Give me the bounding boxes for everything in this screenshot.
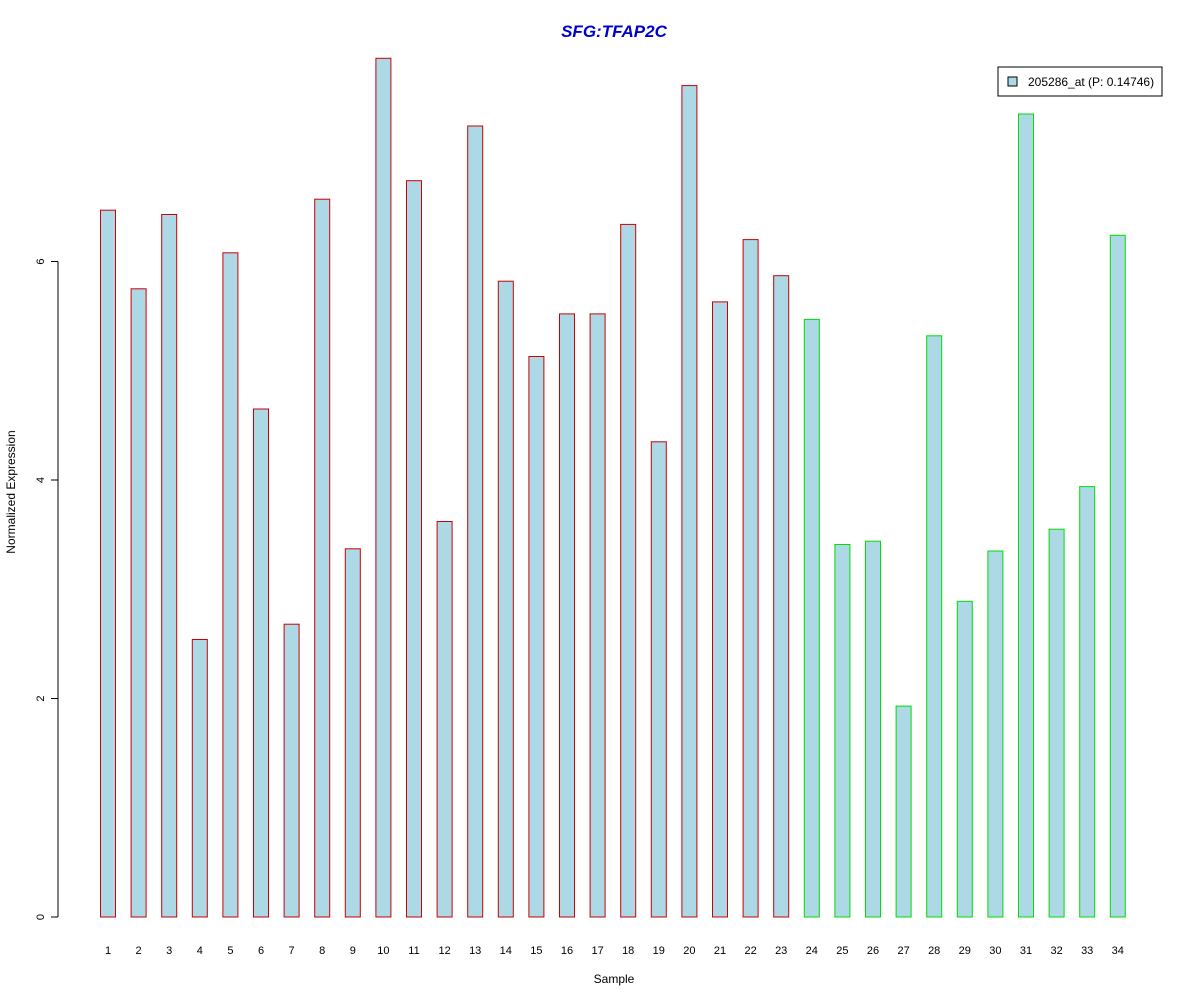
- bar-sample-25: [834, 544, 851, 918]
- x-tick-label: 29: [959, 945, 971, 957]
- x-tick-label: 22: [744, 945, 756, 957]
- x-tick-label: 23: [775, 945, 787, 957]
- chart-title: SFG:TFAP2C: [561, 22, 668, 41]
- bar-sample-29: [956, 600, 973, 918]
- y-axis: 0 2 4 6: [35, 258, 59, 920]
- legend: 205286_at (P: 0.14746): [997, 66, 1163, 97]
- x-tick-label: 24: [806, 945, 818, 957]
- bar-sample-30: [987, 550, 1004, 918]
- y-tick-label: 4: [35, 477, 47, 483]
- bar-sample-33: [1079, 486, 1096, 918]
- x-axis-label: Sample: [594, 972, 635, 986]
- x-tick-label: 26: [867, 945, 879, 957]
- bar-sample-2: [130, 288, 147, 918]
- bar-sample-27: [895, 705, 912, 918]
- bar-sample-9: [344, 548, 361, 918]
- x-tick-label: 16: [561, 945, 573, 957]
- bar-sample-18: [620, 223, 637, 918]
- bar-sample-20: [681, 85, 698, 918]
- bar-sample-34: [1109, 234, 1126, 918]
- bar-sample-10: [375, 57, 392, 918]
- x-tick-label: 33: [1081, 945, 1093, 957]
- bar-sample-6: [253, 408, 269, 918]
- bar-sample-31: [1018, 113, 1034, 918]
- x-tick-label: 6: [258, 945, 264, 957]
- x-tick-label: 4: [197, 945, 203, 957]
- x-tick-label: 5: [227, 945, 233, 957]
- x-tick-label: 18: [622, 945, 634, 957]
- x-tick-label: 32: [1050, 945, 1062, 957]
- x-tick-label: 12: [438, 945, 450, 957]
- x-tick-label: 27: [897, 945, 909, 957]
- bar-sample-1: [100, 209, 116, 918]
- x-tick-label: 2: [136, 945, 142, 957]
- x-tick-label: 28: [928, 945, 940, 957]
- x-tick-label: 30: [989, 945, 1001, 957]
- legend-entry-label: 205286_at (P: 0.14746): [1028, 75, 1154, 89]
- bar-sample-3: [161, 214, 178, 918]
- x-tick-label: 25: [836, 945, 848, 957]
- x-tick-label: 8: [319, 945, 325, 957]
- bar-sample-14: [497, 280, 514, 918]
- legend-box: [997, 66, 1163, 97]
- bar-sample-22: [742, 239, 759, 918]
- bar-sample-11: [406, 180, 422, 918]
- bar-sample-15: [528, 356, 545, 918]
- bar-sample-12: [436, 521, 453, 918]
- bar-sample-8: [314, 198, 331, 918]
- x-tick-label: 15: [530, 945, 542, 957]
- x-tick-labels: 1 2 3 4 5 6 7 8 9 10 11 12 13 14 15 16 17 18 19 20 21 22 23 24 2…: [105, 945, 1124, 957]
- x-tick-label: 9: [350, 945, 356, 957]
- bar-sample-28: [926, 335, 943, 918]
- y-tick-label: 6: [35, 258, 47, 264]
- bar-sample-26: [865, 540, 881, 918]
- x-tick-label: 34: [1112, 945, 1124, 957]
- bars-group: [100, 57, 1126, 918]
- bar-sample-7: [283, 623, 300, 918]
- y-tick-label: 2: [35, 695, 47, 701]
- bar-sample-16: [559, 313, 575, 918]
- bar-sample-32: [1048, 528, 1065, 918]
- x-tick-label: 7: [289, 945, 295, 957]
- y-tick-label: 0: [35, 914, 47, 920]
- bar-sample-23: [773, 275, 790, 918]
- bar-sample-17: [589, 313, 606, 918]
- legend-swatch: [1007, 76, 1018, 87]
- bar-sample-19: [650, 441, 667, 918]
- bar-sample-5: [222, 252, 239, 918]
- x-tick-label: 3: [166, 945, 172, 957]
- bar-sample-21: [712, 301, 728, 918]
- x-tick-label: 17: [591, 945, 603, 957]
- x-tick-label: 1: [105, 945, 111, 957]
- x-tick-label: 14: [500, 945, 512, 957]
- x-tick-label: 31: [1020, 945, 1032, 957]
- x-tick-label: 10: [377, 945, 389, 957]
- x-tick-label: 13: [469, 945, 481, 957]
- x-tick-label: 20: [683, 945, 695, 957]
- x-tick-label: 11: [408, 945, 419, 957]
- x-tick-label: 19: [653, 945, 665, 957]
- bar-sample-13: [467, 125, 484, 918]
- bar-sample-4: [191, 639, 208, 918]
- x-tick-label: 21: [714, 945, 726, 957]
- bar-sample-24: [803, 318, 820, 918]
- y-axis-label: Normalized Expression: [4, 430, 18, 553]
